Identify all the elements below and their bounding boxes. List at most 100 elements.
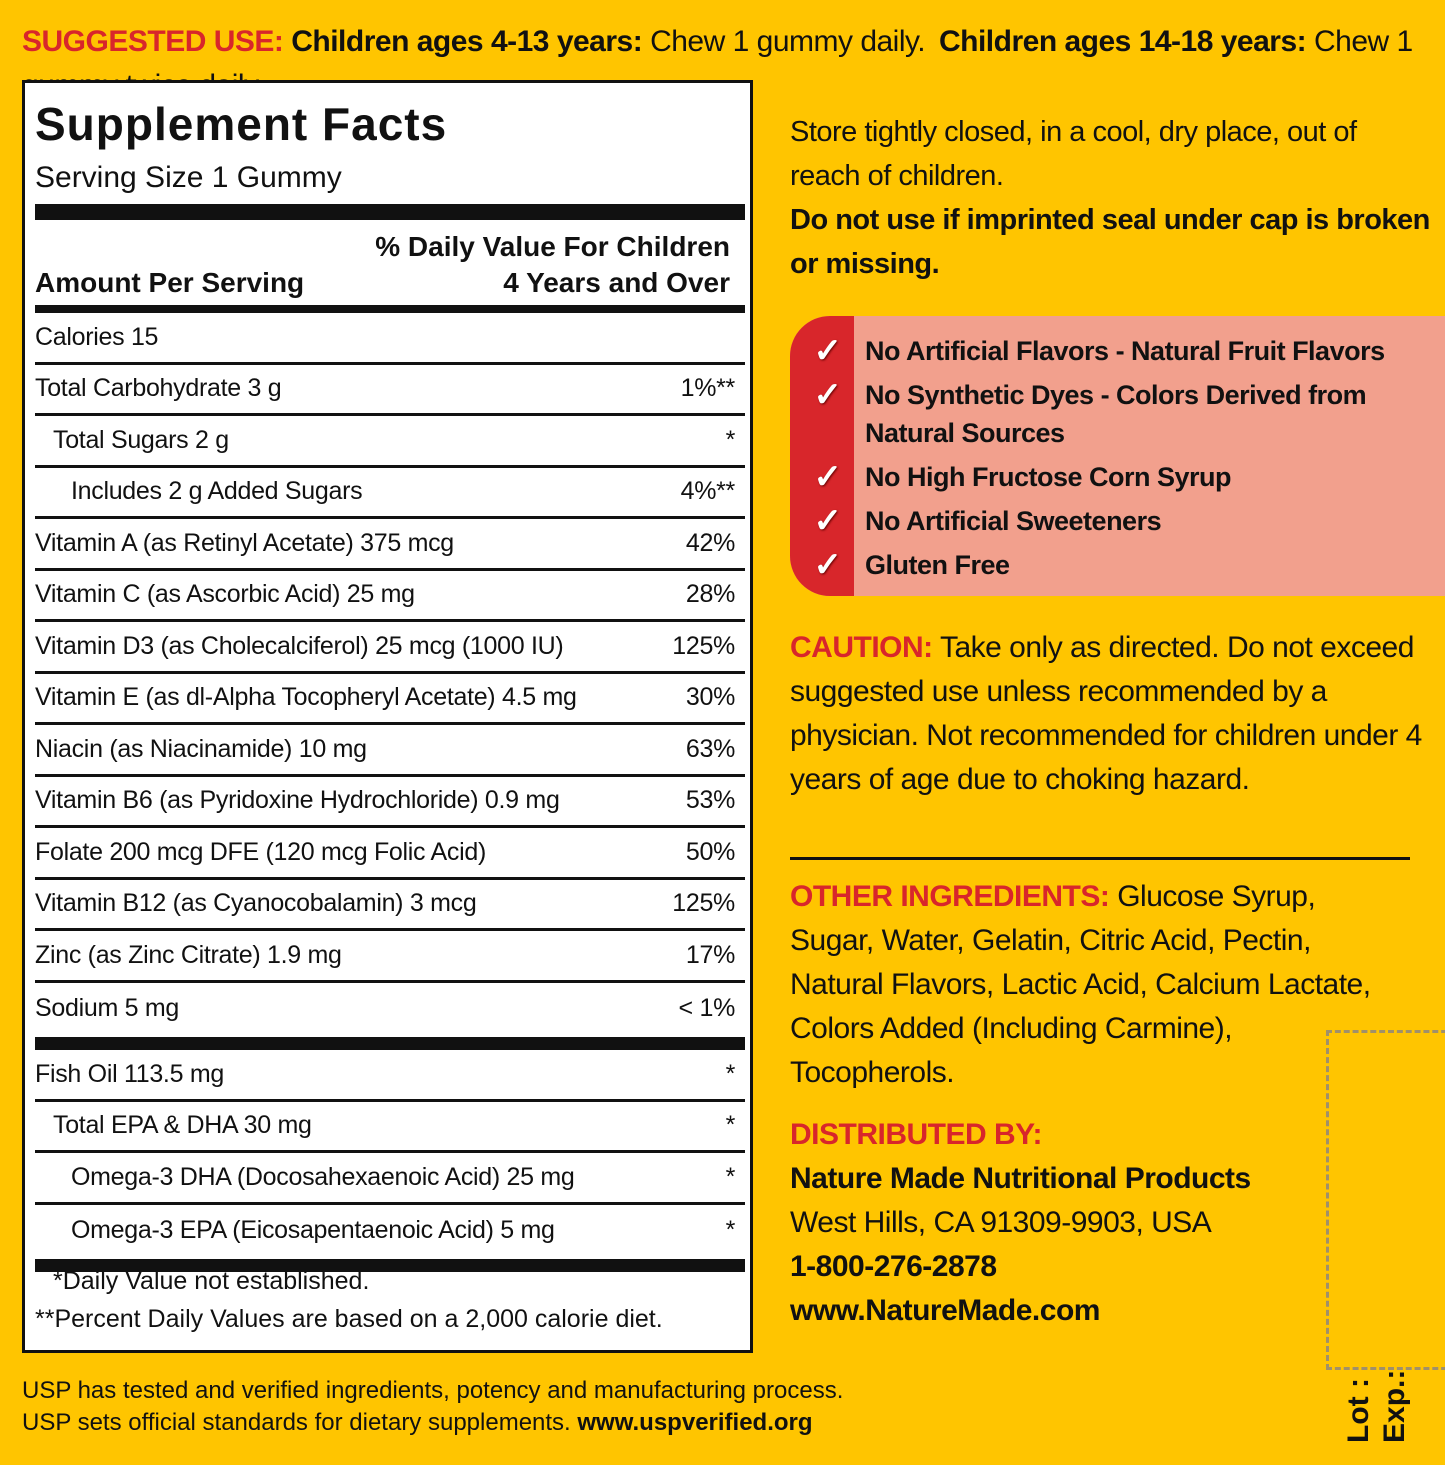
nutrient-row: Vitamin A (as Retinyl Acetate) 375 mcg 42… (35, 519, 745, 571)
nutrient-name: Includes 2 g Added Sugars (71, 477, 363, 506)
distributor-address: West Hills, CA 91309-9903, USA (790, 1206, 1212, 1239)
claim-text: Gluten Free (865, 550, 1010, 580)
lot-exp-box (1326, 1030, 1445, 1370)
nutrient-name: Total EPA & DHA 30 mg (53, 1111, 312, 1140)
age-group-2: Children ages 14-18 years: (938, 25, 1307, 58)
claim-text: No Synthetic Dyes - Colors Derived from … (865, 380, 1367, 448)
nutrient-row: Omega-3 EPA (Eicosapentaenoic Acid) 5 mg… (35, 1205, 745, 1257)
nutrient-row: Fish Oil 113.5 mg * (35, 1050, 745, 1102)
nutrient-name: Fish Oil 113.5 mg (35, 1059, 224, 1088)
nutrient-row: Niacin (as Niacinamide) 10 mg 63% (35, 725, 745, 777)
daily-value: 17% (685, 940, 735, 969)
daily-value: 50% (685, 837, 735, 866)
lot-label: Lot : (1342, 1378, 1375, 1443)
claim-item: ✓ No Synthetic Dyes - Colors Derived from… (790, 376, 1445, 452)
facts-title: Supplement Facts (35, 98, 448, 150)
daily-value: 1%** (680, 374, 736, 403)
suggested-use-label: SUGGESTED USE: (22, 25, 284, 58)
nutrient-row: Vitamin D3 (as Cholecalciferol) 25 mcg (… (35, 622, 745, 674)
ingredients-label: OTHER INGREDIENTS: (790, 880, 1110, 913)
nutrient-name: Zinc (as Zinc Citrate) 1.9 mg (35, 940, 342, 969)
checkmark-icon: ✓ (813, 546, 843, 584)
exp-label: Exp.: (1378, 1369, 1411, 1443)
nutrient-row: Total Sugars 2 g * (35, 416, 745, 468)
usp-link[interactable]: www.uspverified.org (577, 1409, 813, 1436)
divider (35, 204, 745, 220)
nutrient-name: Vitamin A (as Retinyl Acetate) 375 mcg (35, 528, 454, 557)
nutrient-row: Calories 15 (35, 313, 745, 365)
usp-statement: USP has tested and verified ingredients,… (22, 1375, 1022, 1439)
daily-value: 42% (685, 528, 735, 557)
daily-value: 4%** (680, 477, 736, 506)
nutrient-name: Niacin (as Niacinamide) 10 mg (35, 734, 367, 763)
claim-item: ✓ No High Fructose Corn Syrup (790, 458, 1445, 496)
ingredients-text: Glucose Syrup, Sugar, Water, Gelatin, Ci… (790, 880, 1371, 1089)
nutrient-name: Calories 15 (35, 322, 159, 351)
divider (790, 857, 1410, 860)
claims-box: ✓ No Artificial Flavors - Natural Fruit F… (790, 316, 1445, 596)
daily-value: 125% (672, 631, 735, 660)
distributor-phone: 1-800-276-2878 (790, 1250, 997, 1283)
distributor-label: DISTRIBUTED BY: (790, 1118, 1042, 1151)
nutrient-name: Omega-3 EPA (Eicosapentaenoic Acid) 5 mg (71, 1215, 555, 1244)
storage-text: Store tightly closed, in a cool, dry pla… (790, 116, 1357, 192)
nutrient-row: Vitamin B6 (as Pyridoxine Hydrochloride)… (35, 777, 745, 828)
daily-value: * (725, 1162, 736, 1191)
seal-warning: Do not use if imprinted seal under cap i… (790, 204, 1430, 280)
nutrient-row: Vitamin C (as Ascorbic Acid) 25 mg 28% (35, 571, 745, 622)
storage-info: Store tightly closed, in a cool, dry pla… (790, 110, 1430, 286)
nutrient-row: Includes 2 g Added Sugars 4%** (35, 468, 745, 519)
nutrient-row: Total EPA & DHA 30 mg * (35, 1102, 745, 1153)
claim-item: ✓ No Artificial Flavors - Natural Fruit F… (790, 332, 1445, 370)
checkmark-icon: ✓ (813, 502, 843, 540)
distributor-website[interactable]: www.NatureMade.com (790, 1294, 1100, 1327)
nutrient-name: Omega-3 DHA (Docosahexaenoic Acid) 25 mg (71, 1162, 575, 1191)
divider (35, 305, 745, 313)
usp-line: USP has tested and verified ingredients,… (22, 1377, 844, 1404)
caution-text: Take only as directed. Do not exceed sug… (790, 631, 1422, 796)
nutrient-row: Total Carbohydrate 3 g 1%** (35, 365, 745, 416)
nutrient-row: Omega-3 DHA (Docosahexaenoic Acid) 25 mg… (35, 1153, 745, 1205)
claim-text: No High Fructose Corn Syrup (865, 462, 1232, 492)
claims-strip (790, 316, 854, 596)
other-ingredients: OTHER INGREDIENTS: Glucose Syrup, Sugar,… (790, 875, 1390, 1095)
nutrient-row: Folate 200 mcg DFE (120 mcg Folic Acid) 5… (35, 828, 745, 880)
daily-value: 125% (672, 889, 735, 918)
dosage-1: Chew 1 gummy daily. (650, 25, 926, 58)
nutrient-name: Vitamin C (as Ascorbic Acid) 25 mg (35, 580, 415, 609)
daily-value: * (725, 1215, 736, 1244)
caution: CAUTION: Take only as directed. Do not e… (790, 626, 1430, 802)
daily-value: 28% (685, 580, 735, 609)
nutrient-row: Vitamin B12 (as Cyanocobalamin) 3 mcg 125… (35, 880, 745, 931)
nutrient-name: Vitamin D3 (as Cholecalciferol) 25 mcg (… (35, 631, 564, 660)
dv-header-line: % Daily Value For Children (375, 231, 730, 262)
daily-value: * (725, 1111, 736, 1140)
usp-line: USP sets official standards for dietary … (22, 1409, 571, 1436)
nutrient-name: Total Carbohydrate 3 g (35, 374, 282, 403)
nutrient-name: Vitamin B12 (as Cyanocobalamin) 3 mcg (35, 889, 477, 918)
lot-exp-labels: Lot : Exp.: (1340, 1370, 1430, 1445)
divider (35, 1037, 745, 1050)
nutrient-row: Zinc (as Zinc Citrate) 1.9 mg 17% (35, 931, 745, 983)
claim-text: No Artificial Flavors - Natural Fruit Fl… (865, 336, 1385, 366)
daily-value: * (725, 1059, 736, 1088)
claim-item: ✓ No Artificial Sweeteners (790, 502, 1445, 540)
nutrient-name: Folate 200 mcg DFE (120 mcg Folic Acid) (35, 837, 486, 866)
nutrient-row: Vitamin E (as dl-Alpha Tocopheryl Acetat… (35, 674, 745, 725)
checkmark-icon: ✓ (813, 332, 843, 370)
nutrient-name: Vitamin B6 (as Pyridoxine Hydrochloride)… (35, 786, 560, 815)
daily-value: < 1% (678, 993, 736, 1022)
claim-text: No Artificial Sweeteners (865, 506, 1162, 536)
dv-header: % Daily Value For Children 4 Years and O… (375, 229, 730, 301)
nutrient-name: Vitamin E (as dl-Alpha Tocopheryl Acetat… (35, 683, 577, 712)
nutrient-row: Sodium 5 mg < 1% (35, 983, 745, 1035)
divider (35, 1259, 745, 1272)
distributor-name: Nature Made Nutritional Products (790, 1162, 1251, 1195)
footnote: **Percent Daily Values are based on a 2,… (35, 1305, 663, 1333)
nutrient-name: Total Sugars 2 g (53, 425, 229, 454)
distributor: DISTRIBUTED BY: Nature Made Nutritional … (790, 1113, 1390, 1333)
daily-value: 53% (685, 786, 735, 815)
claim-item: ✓ Gluten Free (790, 546, 1445, 584)
daily-value: 63% (685, 734, 735, 763)
caution-label: CAUTION: (790, 631, 933, 664)
